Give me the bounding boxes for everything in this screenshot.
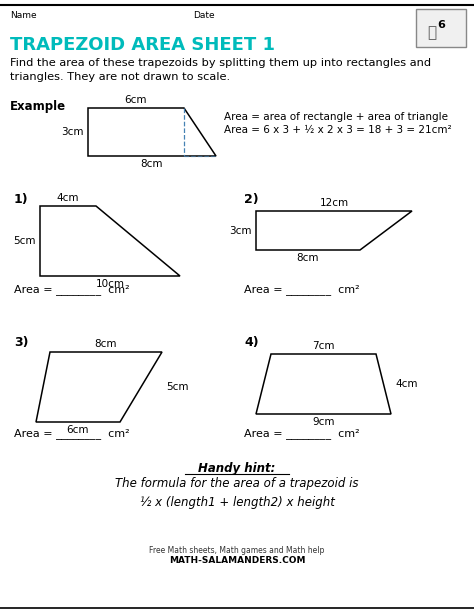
- Text: MATH-SALAMANDERS.COM: MATH-SALAMANDERS.COM: [169, 556, 305, 565]
- Text: Date: Date: [193, 12, 215, 20]
- Text: Handy hint:: Handy hint:: [198, 462, 276, 475]
- Text: 8cm: 8cm: [95, 339, 117, 349]
- Text: Free Math sheets, Math games and Math help: Free Math sheets, Math games and Math he…: [149, 546, 325, 555]
- Text: Area = area of rectangle + area of triangle: Area = area of rectangle + area of trian…: [224, 112, 448, 122]
- Text: 6cm: 6cm: [125, 95, 147, 105]
- Text: Area = ________  cm²: Area = ________ cm²: [244, 284, 360, 295]
- Text: 12cm: 12cm: [319, 198, 348, 208]
- Text: 2): 2): [244, 193, 259, 206]
- Text: 3cm: 3cm: [62, 127, 84, 137]
- Text: 6: 6: [437, 20, 445, 30]
- Text: 4cm: 4cm: [395, 379, 418, 389]
- Text: 8cm: 8cm: [297, 253, 319, 263]
- Text: 5cm: 5cm: [166, 382, 189, 392]
- Text: 1): 1): [14, 193, 28, 206]
- Text: Area = ________  cm²: Area = ________ cm²: [14, 284, 129, 295]
- Text: Area = ________  cm²: Area = ________ cm²: [244, 428, 360, 439]
- Text: 3cm: 3cm: [229, 226, 252, 235]
- Text: 4cm: 4cm: [57, 193, 79, 203]
- Text: Area = ________  cm²: Area = ________ cm²: [14, 428, 129, 439]
- Text: 6cm: 6cm: [67, 425, 89, 435]
- Bar: [416, 9, 466, 47]
- Text: Example: Example: [10, 100, 66, 113]
- Text: TRAPEZOID AREA SHEET 1: TRAPEZOID AREA SHEET 1: [10, 36, 275, 54]
- Text: Find the area of these trapezoids by splitting them up into rectangles and
trian: Find the area of these trapezoids by spl…: [10, 58, 431, 82]
- Text: 8cm: 8cm: [141, 159, 163, 169]
- Text: 🦎: 🦎: [428, 26, 437, 40]
- Text: The formula for the area of a trapezoid is
½ x (length1 + length2) x height: The formula for the area of a trapezoid …: [115, 477, 359, 509]
- Text: 9cm: 9cm: [312, 417, 335, 427]
- Text: 4): 4): [244, 336, 259, 349]
- Text: Name: Name: [10, 12, 36, 20]
- Text: Area = 6 x 3 + ½ x 2 x 3 = 18 + 3 = 21cm²: Area = 6 x 3 + ½ x 2 x 3 = 18 + 3 = 21cm…: [224, 125, 452, 135]
- Text: 3): 3): [14, 336, 28, 349]
- Text: 10cm: 10cm: [95, 279, 125, 289]
- Text: 5cm: 5cm: [13, 236, 36, 246]
- Text: 7cm: 7cm: [312, 341, 335, 351]
